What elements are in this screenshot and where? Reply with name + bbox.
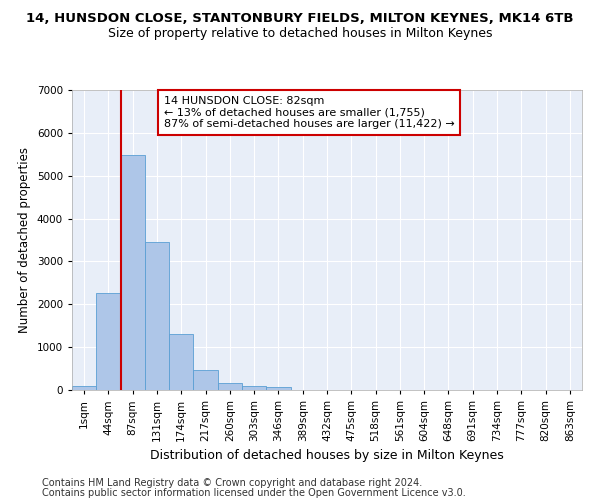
Bar	[193, 370, 218, 390]
Y-axis label: Number of detached properties: Number of detached properties	[18, 147, 31, 333]
Text: Size of property relative to detached houses in Milton Keynes: Size of property relative to detached ho…	[108, 28, 492, 40]
Bar	[96, 292, 121, 390]
Text: 14, HUNSDON CLOSE, STANTONBURY FIELDS, MILTON KEYNES, MK14 6TB: 14, HUNSDON CLOSE, STANTONBURY FIELDS, M…	[26, 12, 574, 26]
Text: Contains HM Land Registry data © Crown copyright and database right 2024.: Contains HM Land Registry data © Crown c…	[42, 478, 422, 488]
Bar	[121, 155, 145, 390]
Bar	[242, 386, 266, 390]
Bar	[218, 382, 242, 390]
X-axis label: Distribution of detached houses by size in Milton Keynes: Distribution of detached houses by size …	[150, 450, 504, 462]
Text: Contains public sector information licensed under the Open Government Licence v3: Contains public sector information licen…	[42, 488, 466, 498]
Bar	[266, 388, 290, 390]
Bar	[169, 334, 193, 390]
Text: 14 HUNSDON CLOSE: 82sqm
← 13% of detached houses are smaller (1,755)
87% of semi: 14 HUNSDON CLOSE: 82sqm ← 13% of detache…	[164, 96, 455, 129]
Bar	[72, 386, 96, 390]
Bar	[145, 242, 169, 390]
